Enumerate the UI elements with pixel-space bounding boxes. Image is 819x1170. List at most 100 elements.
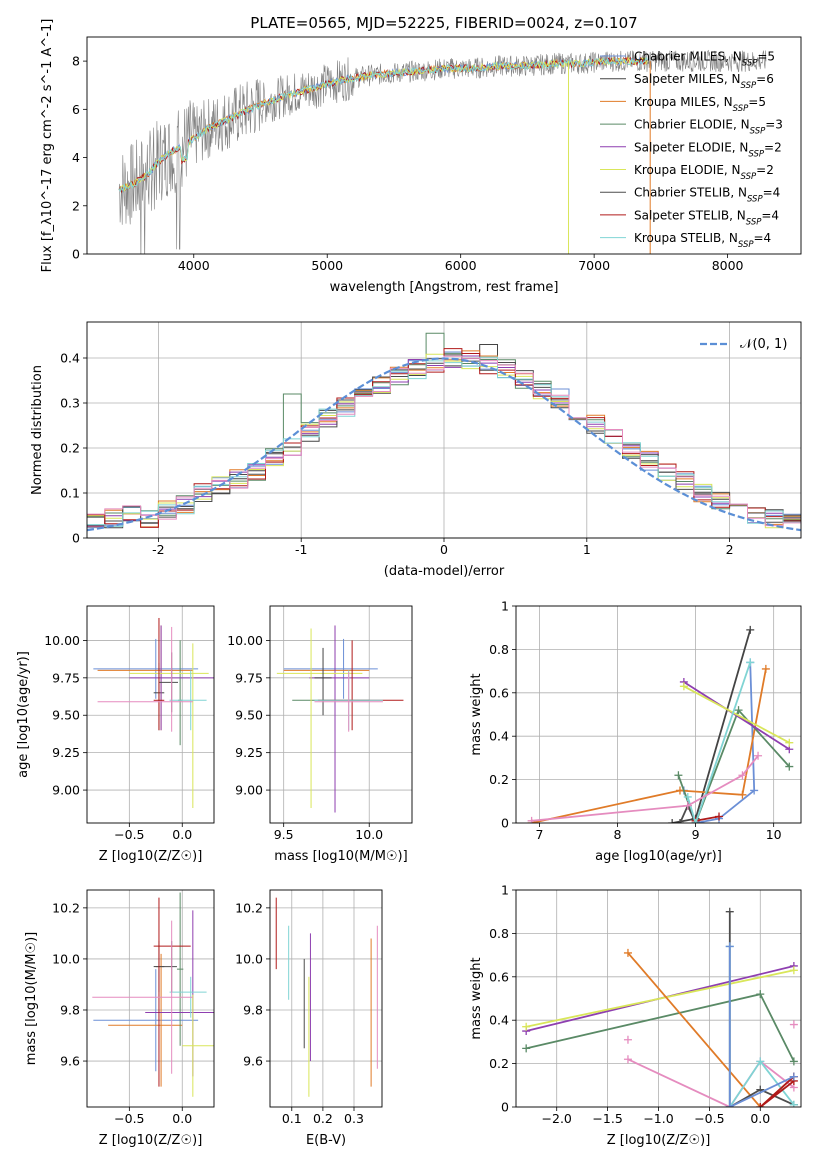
age_vs_mass-axes: 9.5 10.0 9.00 9.25 9.50 9.75 10.00 mass [log10(… bbox=[227, 606, 412, 864]
residuals-plot-area bbox=[87, 332, 801, 532]
x-tick-label: 9 bbox=[692, 827, 700, 842]
y-tick-label: 6 bbox=[72, 102, 80, 117]
x-tick-label: 0.0 bbox=[750, 1111, 770, 1126]
y-tick-label: 10.00 bbox=[227, 633, 263, 648]
mass_vs_Z-frame bbox=[86, 889, 215, 1108]
spectrum-plot-area bbox=[118, 49, 767, 254]
weight-marker bbox=[761, 664, 770, 673]
x-tick-label: 0.0 bbox=[172, 1111, 192, 1126]
weight-marker bbox=[522, 1022, 531, 1031]
model-spectrum bbox=[118, 56, 648, 193]
y-tick-label: 10.0 bbox=[235, 951, 263, 966]
weight-marker bbox=[756, 1103, 765, 1107]
weight-line bbox=[683, 685, 790, 744]
y-tick-label: 0.3 bbox=[60, 396, 80, 411]
weight-line bbox=[728, 946, 795, 1107]
weight-line bbox=[695, 815, 720, 822]
weight-marker bbox=[691, 819, 700, 823]
y-tick-label: 2 bbox=[72, 198, 80, 213]
weight-marker bbox=[675, 819, 684, 823]
y-tick-label: 9.00 bbox=[235, 783, 263, 798]
weight-line bbox=[531, 668, 767, 823]
y-tick-label: 10.2 bbox=[52, 900, 80, 915]
x-axis-label: age [log10(age/yr)] bbox=[595, 849, 722, 864]
x-tick-label: 9.5 bbox=[274, 827, 294, 842]
weight-marker bbox=[785, 762, 794, 771]
weight-marker bbox=[789, 1057, 798, 1066]
y-tick-label: 9.6 bbox=[60, 1054, 80, 1069]
x-tick-label: 6000 bbox=[445, 258, 477, 273]
normal-curve bbox=[87, 357, 801, 532]
y-tick-label: 0 bbox=[72, 531, 80, 546]
x-tick-label: 5000 bbox=[311, 258, 343, 273]
legend-entry: Salpeter STELIB, NSSP=4 bbox=[634, 208, 779, 227]
x-tick-label: 7000 bbox=[578, 258, 610, 273]
age_vs_mass-plot-area bbox=[276, 625, 404, 813]
weight-marker bbox=[750, 786, 759, 795]
x-tick-label: 8000 bbox=[712, 258, 744, 273]
age_vs_Z-frame bbox=[86, 605, 215, 824]
x-axis-label: (data-model)/error bbox=[384, 564, 505, 579]
weight-marker bbox=[725, 1103, 734, 1107]
weight-marker bbox=[725, 942, 734, 951]
age_vs_Z-plot-area bbox=[93, 617, 214, 809]
weight-line bbox=[531, 755, 759, 822]
y-tick-label: 0.6 bbox=[489, 685, 509, 700]
x-tick-label: 0.3 bbox=[344, 1111, 364, 1126]
y-tick-label: 9.6 bbox=[243, 1054, 263, 1069]
x-tick-label: -2 bbox=[152, 542, 164, 557]
residuals-frame bbox=[86, 321, 802, 539]
weight-marker bbox=[734, 706, 743, 715]
weight-line bbox=[525, 993, 795, 1062]
residual-legend: 𝒩(0, 1) bbox=[700, 337, 787, 352]
weight-marker bbox=[789, 1072, 798, 1081]
y-tick-label: 0 bbox=[501, 816, 509, 831]
y-tick-label: 0.4 bbox=[489, 729, 509, 744]
weight-marker bbox=[756, 1057, 765, 1066]
y-tick-label: 8 bbox=[72, 54, 80, 69]
y-tick-label: 10.0 bbox=[52, 951, 80, 966]
weight_vs_age-frame bbox=[515, 605, 802, 824]
y-tick-label: 9.25 bbox=[235, 745, 263, 760]
weight_vs_Z-axes: −2.0 −1.5 −1.0 −0.5 0.0 0 0.2 0.4 0.6 0.8 1 Z [log1… bbox=[469, 883, 801, 1148]
y-tick-label: 9.25 bbox=[52, 745, 80, 760]
y-tick-label: 0.2 bbox=[489, 1056, 509, 1071]
y-axis-label: Flux [f_λ10^-17 erg cm^-2 s^-1 A^-1] bbox=[40, 19, 55, 273]
weight-marker bbox=[527, 816, 536, 823]
legend-entry: Salpeter MILES, NSSP=6 bbox=[634, 72, 774, 91]
weight-marker bbox=[679, 682, 688, 691]
weight-marker bbox=[715, 812, 724, 821]
residual-histogram bbox=[87, 355, 801, 527]
y-tick-label: 0 bbox=[72, 247, 80, 262]
x-tick-label: −0.5 bbox=[114, 1111, 144, 1126]
weight-marker bbox=[754, 751, 763, 760]
legend-entry: Kroupa ELODIE, NSSP=2 bbox=[634, 163, 774, 182]
weight-marker bbox=[668, 819, 677, 823]
x-tick-label: 10 bbox=[766, 827, 782, 842]
y-tick-label: 9.75 bbox=[52, 670, 80, 685]
x-tick-label: 7 bbox=[535, 827, 543, 842]
mass_vs_Z-plot-area bbox=[92, 892, 214, 1097]
x-tick-label: 2 bbox=[726, 542, 734, 557]
x-axis-label: E(B-V) bbox=[306, 1133, 346, 1148]
weight_vs_age-plot-area bbox=[527, 625, 794, 823]
weight-marker bbox=[746, 625, 755, 634]
x-axis-label: Z [log10(Z/Z☉)] bbox=[99, 1133, 203, 1148]
mass_vs_EBV-plot-area bbox=[275, 897, 378, 1097]
y-tick-label: 0.2 bbox=[489, 772, 509, 787]
weight-marker bbox=[683, 801, 692, 810]
weight-line bbox=[677, 708, 790, 823]
y-tick-label: 0 bbox=[501, 1100, 509, 1115]
x-axis-label: mass [log10(M/M☉)] bbox=[274, 849, 407, 864]
age_vs_Z-axes: −0.5 0.0 9.00 9.25 9.50 9.75 10.00 Z [log10(Z/Z… bbox=[16, 606, 214, 864]
weight-marker bbox=[738, 771, 747, 780]
x-tick-label: 0.2 bbox=[313, 1111, 333, 1126]
x-axis-label: wavelength [Angstrom, rest frame] bbox=[330, 280, 559, 295]
weight-marker bbox=[785, 738, 794, 747]
weight-marker bbox=[738, 790, 747, 799]
y-tick-label: 9.50 bbox=[235, 708, 263, 723]
y-tick-label: 1 bbox=[501, 883, 509, 898]
legend-entry: Salpeter ELODIE, NSSP=2 bbox=[634, 140, 782, 159]
weight-marker bbox=[789, 1020, 798, 1029]
